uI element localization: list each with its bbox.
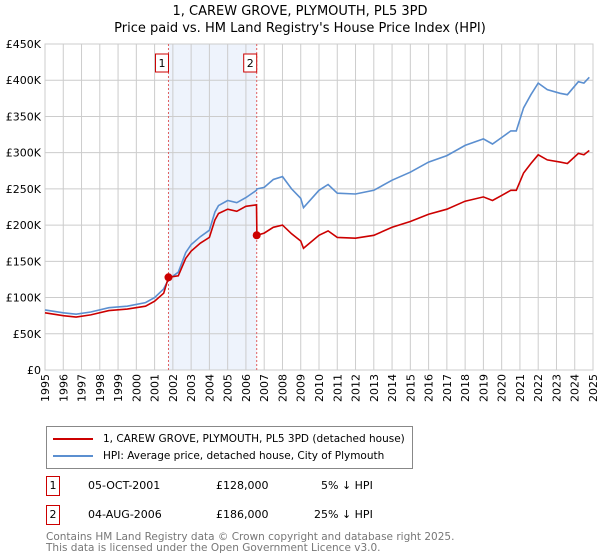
x-tick-label: 2006 xyxy=(240,374,253,402)
x-tick-label: 2009 xyxy=(295,374,308,402)
x-tick-label: 2024 xyxy=(569,374,582,402)
sale-marker-box xyxy=(243,53,258,73)
x-tick-label: 2003 xyxy=(185,374,198,402)
footer-licence: This data is licensed under the Open Gov… xyxy=(46,542,381,554)
x-tick-label: 2005 xyxy=(222,374,235,402)
sale-hpi-diff: 25% ↓ HPI xyxy=(314,508,373,521)
sale-number: 1 xyxy=(46,476,60,496)
chart-title: 1, CAREW GROVE, PLYMOUTH, PL5 3PD xyxy=(172,4,428,19)
y-tick-label: £400K xyxy=(6,74,42,87)
y-tick-label: £300K xyxy=(6,147,42,160)
x-tick-label: 1998 xyxy=(94,374,107,402)
plot-area: £0 £50K £100K £150K £200K £250K £300K £350K £400… xyxy=(6,38,600,402)
x-tick-label: 2023 xyxy=(550,374,563,402)
x-tick-label: 2019 xyxy=(477,374,490,402)
y-tick-label: £350K xyxy=(6,110,42,123)
legend-item-hpi: HPI: Average price, detached house, City… xyxy=(53,448,384,464)
x-tick-label: 2013 xyxy=(368,374,381,402)
x-tick-label: 2012 xyxy=(350,374,363,402)
legend-item-property: 1, CAREW GROVE, PLYMOUTH, PL5 3PD (detac… xyxy=(53,431,405,447)
sale-row: 1 05-OCT-2001 £128,000 5% ↓ HPI xyxy=(46,476,446,496)
legend-label: 1, CAREW GROVE, PLYMOUTH, PL5 3PD (detac… xyxy=(103,433,405,445)
sale-marker-box xyxy=(154,53,169,73)
y-tick-label: £100K xyxy=(6,292,42,305)
sale-marker-label: 1 xyxy=(158,57,165,70)
plot-frame xyxy=(44,43,594,371)
y-tick-label: £250K xyxy=(6,183,42,196)
legend-label: HPI: Average price, detached house, City… xyxy=(103,450,385,462)
x-tick-label: 2010 xyxy=(313,374,326,402)
x-tick-label: 1995 xyxy=(39,374,52,402)
x-tick-label: 2007 xyxy=(258,374,271,402)
chart-subtitle: Price paid vs. HM Land Registry's House … xyxy=(114,21,486,36)
y-tick-label: £200K xyxy=(6,219,42,232)
legend-swatch-blue xyxy=(53,455,93,457)
sale-price: £186,000 xyxy=(216,508,269,521)
y-tick-label: £50K xyxy=(13,328,42,341)
sale-price: £128,000 xyxy=(216,479,269,492)
x-tick-label: 2017 xyxy=(441,374,454,402)
x-tick-label: 2011 xyxy=(331,374,344,402)
footer-copyright: Contains HM Land Registry data © Crown c… xyxy=(46,531,455,543)
price-paid-line xyxy=(44,149,590,318)
x-tick-label: 2001 xyxy=(149,374,162,402)
x-tick-label: 2002 xyxy=(167,374,180,402)
sale-hpi-diff: 5% ↓ HPI xyxy=(321,479,373,492)
x-tick-label: 2025 xyxy=(587,374,600,402)
y-tick-label: £150K xyxy=(6,255,42,268)
sale-number: 2 xyxy=(46,505,60,525)
sale-date: 04-AUG-2006 xyxy=(88,508,162,521)
hpi-line xyxy=(44,76,590,316)
x-tick-label: 1999 xyxy=(112,374,125,402)
x-tick-label: 1996 xyxy=(57,374,70,402)
y-tick-label: £0 xyxy=(27,364,41,377)
x-tick-label: 2008 xyxy=(276,374,289,402)
sale-point xyxy=(252,231,261,240)
ownership-shade xyxy=(168,44,257,370)
x-tick-label: 2022 xyxy=(532,374,545,402)
x-tick-label: 2004 xyxy=(203,374,216,402)
x-tick-label: 2020 xyxy=(496,374,509,402)
legend: 1, CAREW GROVE, PLYMOUTH, PL5 3PD (detac… xyxy=(46,426,413,469)
legend-swatch-red xyxy=(53,438,93,440)
x-tick-label: 2021 xyxy=(514,374,527,402)
sale-row: 2 04-AUG-2006 £186,000 25% ↓ HPI xyxy=(46,505,446,525)
sale-date: 05-OCT-2001 xyxy=(88,479,161,492)
x-tick-label: 1997 xyxy=(76,374,89,402)
sale-marker-label: 2 xyxy=(247,57,254,70)
x-tick-label: 2016 xyxy=(423,374,436,402)
y-tick-label: £450K xyxy=(6,38,42,51)
x-tick-label: 2014 xyxy=(386,374,399,402)
x-tick-label: 2000 xyxy=(130,374,143,402)
sale-point xyxy=(164,273,173,282)
x-tick-label: 2015 xyxy=(404,374,417,402)
x-tick-label: 2018 xyxy=(459,374,472,402)
